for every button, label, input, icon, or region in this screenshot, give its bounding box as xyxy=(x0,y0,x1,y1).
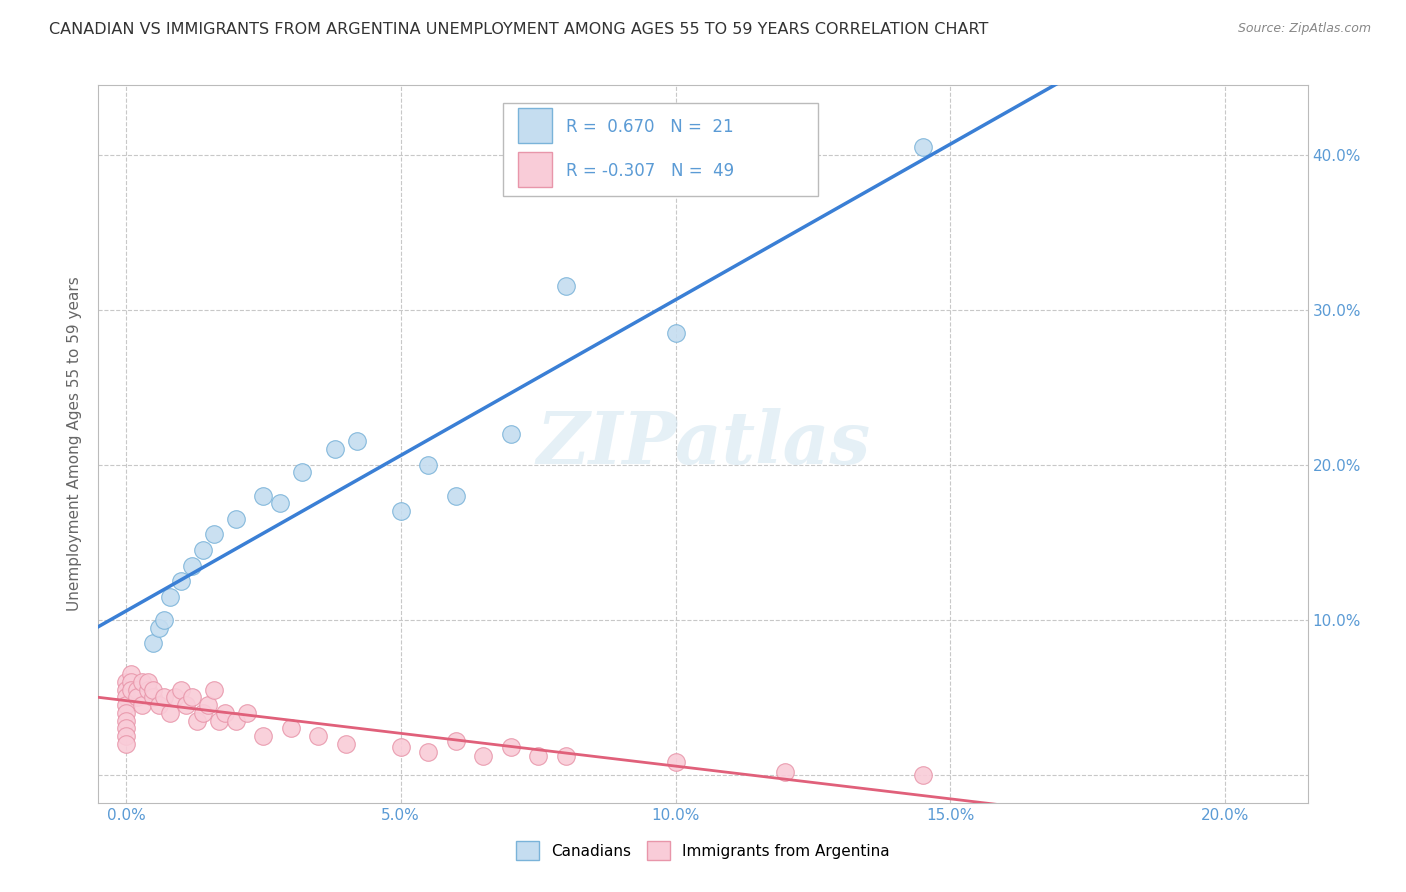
Point xyxy=(153,690,176,705)
Point xyxy=(225,714,247,728)
Point xyxy=(346,434,368,449)
Point xyxy=(191,706,214,720)
Point xyxy=(180,690,202,705)
Point xyxy=(120,682,142,697)
Point xyxy=(120,674,142,689)
Point xyxy=(444,733,467,747)
Point xyxy=(142,682,165,697)
Point xyxy=(323,442,346,457)
Point xyxy=(911,768,934,782)
Point xyxy=(180,558,202,573)
Point xyxy=(444,489,467,503)
Point xyxy=(186,714,208,728)
Point xyxy=(911,140,934,154)
Point xyxy=(252,729,274,743)
Point xyxy=(159,706,181,720)
Point xyxy=(499,426,522,441)
Point xyxy=(131,674,153,689)
FancyBboxPatch shape xyxy=(503,103,818,196)
Point xyxy=(115,706,138,720)
Text: ZIPatlas: ZIPatlas xyxy=(536,409,870,479)
Point xyxy=(389,739,412,754)
Point xyxy=(418,745,440,759)
Point xyxy=(159,590,181,604)
Point xyxy=(115,682,138,697)
Point xyxy=(280,722,302,736)
Point xyxy=(165,690,187,705)
Point xyxy=(554,749,576,764)
Text: R = -0.307   N =  49: R = -0.307 N = 49 xyxy=(567,161,734,180)
Point xyxy=(197,698,219,712)
Point xyxy=(527,749,550,764)
Point xyxy=(115,674,138,689)
Point xyxy=(554,279,576,293)
Point xyxy=(148,698,170,712)
Point xyxy=(664,326,686,340)
Point xyxy=(335,737,357,751)
Point xyxy=(153,613,176,627)
Text: Source: ZipAtlas.com: Source: ZipAtlas.com xyxy=(1237,22,1371,36)
Point xyxy=(115,690,138,705)
Point xyxy=(115,714,138,728)
Text: R =  0.670   N =  21: R = 0.670 N = 21 xyxy=(567,118,734,136)
Point xyxy=(208,714,231,728)
Point xyxy=(389,504,412,518)
Point xyxy=(418,458,440,472)
FancyBboxPatch shape xyxy=(517,108,553,143)
Point xyxy=(115,722,138,736)
Point xyxy=(115,729,138,743)
Text: CANADIAN VS IMMIGRANTS FROM ARGENTINA UNEMPLOYMENT AMONG AGES 55 TO 59 YEARS COR: CANADIAN VS IMMIGRANTS FROM ARGENTINA UN… xyxy=(49,22,988,37)
Point xyxy=(202,527,225,541)
Point xyxy=(291,466,314,480)
Point xyxy=(115,737,138,751)
FancyBboxPatch shape xyxy=(517,153,553,186)
Point xyxy=(136,674,159,689)
Point xyxy=(269,496,291,510)
Point xyxy=(136,682,159,697)
Point xyxy=(142,636,165,650)
Point xyxy=(252,489,274,503)
Point xyxy=(176,698,198,712)
Point xyxy=(191,543,214,558)
Point xyxy=(120,667,142,681)
Point xyxy=(307,729,329,743)
Point xyxy=(472,749,495,764)
Point xyxy=(499,739,522,754)
Y-axis label: Unemployment Among Ages 55 to 59 years: Unemployment Among Ages 55 to 59 years xyxy=(67,277,83,611)
Point xyxy=(148,621,170,635)
Point xyxy=(115,698,138,712)
Point xyxy=(170,682,193,697)
Point xyxy=(131,698,153,712)
Point xyxy=(125,682,148,697)
Point xyxy=(125,690,148,705)
Point xyxy=(775,764,797,779)
Point xyxy=(225,512,247,526)
Point xyxy=(214,706,236,720)
Point xyxy=(202,682,225,697)
Legend: Canadians, Immigrants from Argentina: Canadians, Immigrants from Argentina xyxy=(516,841,890,860)
Point xyxy=(170,574,193,588)
Point xyxy=(142,690,165,705)
Point xyxy=(236,706,259,720)
Point xyxy=(664,756,686,770)
